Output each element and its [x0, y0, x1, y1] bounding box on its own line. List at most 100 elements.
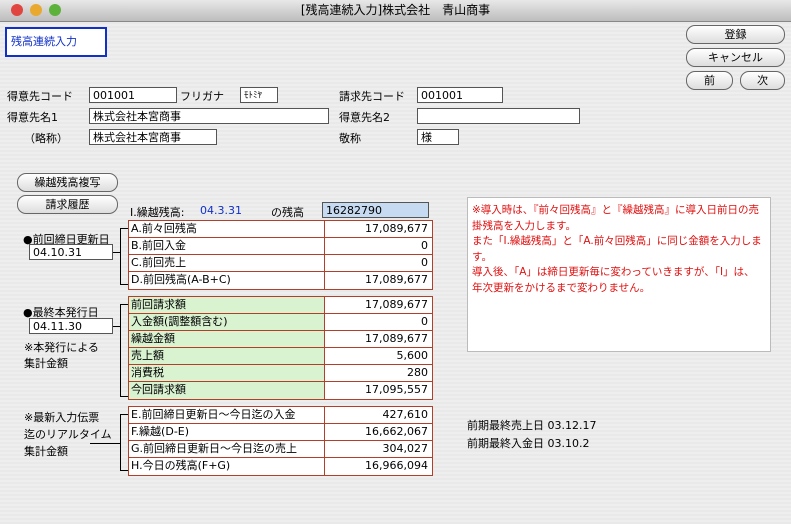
title-bar: [残高連続入力]株式会社 青山商事 — [0, 0, 791, 22]
table-row: F.繰越(D-E) 16,662,067 — [129, 424, 432, 441]
row-value: 0 — [325, 314, 432, 330]
notice-line: また「I.繰越残高」と「A.前々回残高」に同じ金額を入力しま — [472, 235, 762, 247]
row-label: G.前回締日更新日～今日迄の売上 — [129, 441, 325, 457]
notice-line: す。 — [472, 250, 492, 263]
table-row: B.前回入金 0 — [129, 238, 432, 255]
label: （略称） — [24, 132, 68, 145]
date: 04.3.31 — [200, 204, 242, 217]
label: 得意先名2 — [339, 111, 390, 124]
bracket — [120, 470, 128, 471]
history-button[interactable]: 請求履歴 — [17, 195, 118, 214]
bracket — [120, 414, 128, 415]
row-label: 今回請求額 — [129, 382, 325, 399]
input[interactable]: 株式会社本宮商事 — [89, 129, 217, 145]
table-row: H.今日の残高(F+G) 16,966,094 — [129, 458, 432, 475]
table-row: A.前々回残高 17,089,677 — [129, 221, 432, 238]
date: 03.12.17 — [547, 419, 597, 432]
table: E.前回締日更新日～今日迄の入金 427,610 F.繰越(D-E) 16,662,0… — [128, 406, 433, 476]
row-label: B.前回入金 — [129, 238, 325, 254]
label: 集計金額 — [24, 445, 68, 458]
label: ※最新入力伝票 — [24, 411, 100, 424]
row-value: 17,089,677 — [325, 221, 432, 237]
input[interactable]: 株式会社本宮商事 — [89, 108, 329, 124]
copy-button[interactable]: 繰越残高複写 — [17, 173, 118, 192]
notice-line: 年次更新をかけるまで変わりません。 — [472, 281, 651, 294]
prev-button[interactable]: 前 — [686, 71, 733, 90]
screen-title: 残高連続入力 — [5, 27, 107, 57]
info: 前期最終売上日 03.12.17 — [467, 417, 596, 433]
date-field: 04.11.30 — [29, 318, 113, 334]
bracket — [90, 443, 120, 444]
row-value: 16,966,094 — [325, 458, 432, 475]
bracket — [113, 252, 120, 253]
row-label: 繰越金額 — [129, 331, 325, 347]
row-value: 427,610 — [325, 407, 432, 423]
input[interactable] — [417, 108, 580, 124]
notice-line: 掛残高を入力します。 — [472, 219, 576, 232]
label: の残高 — [271, 206, 304, 219]
zoom-button[interactable] — [49, 4, 61, 16]
row-label: C.前回売上 — [129, 255, 325, 271]
table-row: 繰越金額 17,089,677 — [129, 331, 432, 348]
row-value: 0 — [325, 238, 432, 254]
next-button[interactable]: 次 — [740, 71, 785, 90]
label: 敬称 — [339, 132, 361, 145]
table-row: 入金額(調整額含む) 0 — [129, 314, 432, 331]
date: 03.10.2 — [547, 437, 590, 450]
input[interactable]: 001001 — [89, 87, 177, 103]
info: 前期最終入金日 03.10.2 — [467, 435, 590, 451]
row-label: H.今日の残高(F+G) — [129, 458, 325, 475]
notice-line: ※導入時は、『前々回残高』と『繰越残高』に導入日前日の売 — [472, 204, 760, 216]
row-label: F.繰越(D-E) — [129, 424, 325, 440]
label: I.繰越残高: — [130, 206, 185, 219]
row-label: 売上額 — [129, 348, 325, 364]
date-field: 04.10.31 — [29, 244, 113, 260]
label: 前期最終売上日 — [467, 419, 544, 432]
input[interactable]: 様 — [417, 129, 459, 145]
bracket — [113, 326, 120, 327]
close-button[interactable] — [11, 4, 23, 16]
label: 得意先名1 — [7, 111, 58, 124]
bracket — [120, 284, 128, 285]
table-row: 前回請求額 17,089,677 — [129, 297, 432, 314]
notice-line: 導入後、「A」は締日更新毎に変わっていきますが、「I」は、 — [472, 266, 755, 278]
label: ●前回締日更新日 — [23, 233, 110, 246]
input[interactable]: 16282790 — [322, 202, 429, 218]
row-value: 17,095,557 — [325, 382, 432, 399]
table-row: 消費税 280 — [129, 365, 432, 382]
row-label: 前回請求額 — [129, 297, 325, 313]
row-value: 304,027 — [325, 441, 432, 457]
row-value: 17,089,677 — [325, 272, 432, 289]
bracket — [120, 414, 121, 470]
label: 請求先コード — [339, 90, 405, 103]
row-value: 0 — [325, 255, 432, 271]
label: 前期最終入金日 — [467, 437, 544, 450]
table-row: 今回請求額 17,095,557 — [129, 382, 432, 399]
register-button[interactable]: 登録 — [686, 25, 785, 44]
row-value: 17,089,677 — [325, 297, 432, 313]
label: ●最終本発行日 — [23, 306, 99, 319]
notice: ※導入時は、『前々回残高』と『繰越残高』に導入日前日の売 掛残高を入力します。 ま… — [467, 197, 771, 352]
window-title: [残高連続入力]株式会社 青山商事 — [300, 3, 491, 17]
table-row: G.前回締日更新日～今日迄の売上 304,027 — [129, 441, 432, 458]
table: 前回請求額 17,089,677 入金額(調整額含む) 0 繰越金額 17,089,677… — [128, 296, 433, 400]
row-value: 280 — [325, 365, 432, 381]
input[interactable]: 001001 — [417, 87, 503, 103]
row-label: A.前々回残高 — [129, 221, 325, 237]
table: A.前々回残高 17,089,677 B.前回入金 0 C.前回売上 0 D.前回残高(A-… — [128, 220, 433, 290]
label: 集計金額 — [24, 357, 68, 370]
cancel-button[interactable]: キャンセル — [686, 48, 785, 67]
input[interactable]: ﾓﾄﾐﾔ — [240, 87, 278, 103]
bracket — [120, 304, 128, 305]
table-row: E.前回締日更新日～今日迄の入金 427,610 — [129, 407, 432, 424]
minimize-button[interactable] — [30, 4, 42, 16]
table-row: 売上額 5,600 — [129, 348, 432, 365]
row-label: E.前回締日更新日～今日迄の入金 — [129, 407, 325, 423]
bracket — [120, 304, 121, 396]
row-value: 16,662,067 — [325, 424, 432, 440]
bracket — [120, 228, 128, 229]
table-row: D.前回残高(A-B+C) 17,089,677 — [129, 272, 432, 289]
bracket — [120, 396, 128, 397]
row-label: 入金額(調整額含む) — [129, 314, 325, 330]
